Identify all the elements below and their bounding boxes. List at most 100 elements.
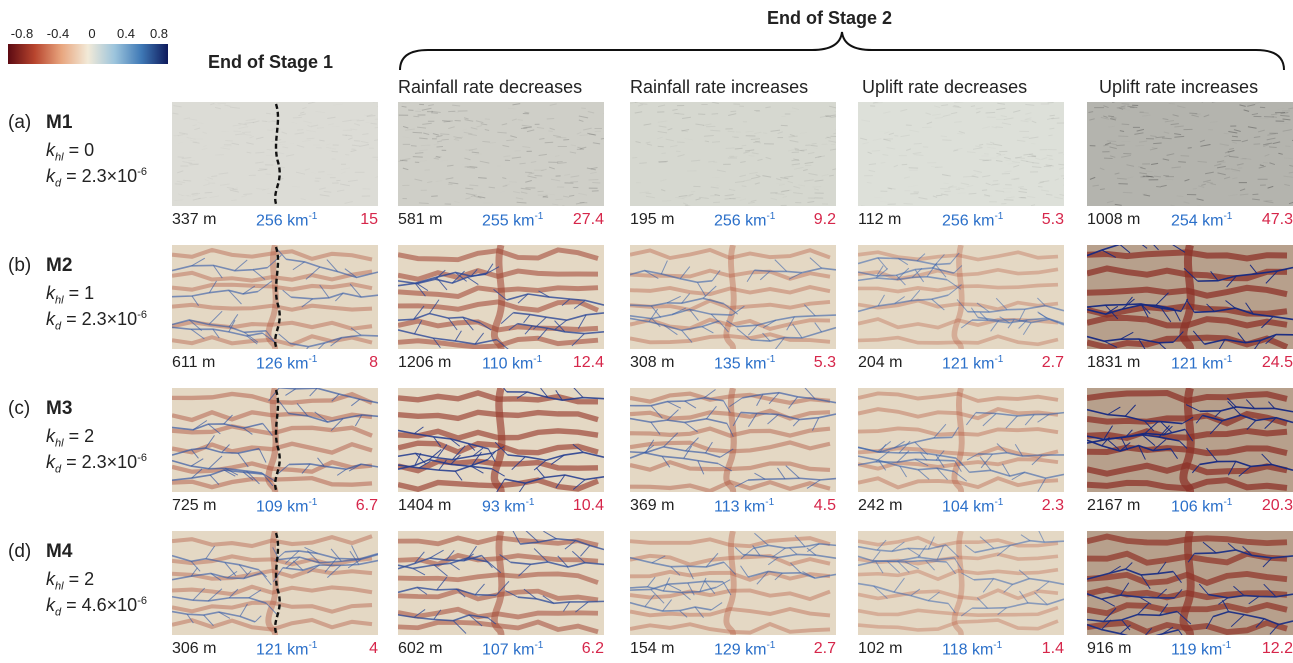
relief-value: 611 m [172, 354, 216, 371]
landscape-panel [1087, 245, 1293, 349]
relief-value: 308 m [630, 354, 675, 371]
drainage-density-value: 254 km-1 [1171, 211, 1232, 230]
density-exponent: -1 [534, 640, 544, 651]
density-number: 254 km [1171, 212, 1224, 230]
param-exponent: -6 [137, 309, 147, 321]
ratio-value: 5.3 [813, 354, 836, 371]
param-subscript: d [55, 177, 62, 190]
drainage-density-value: 135 km-1 [714, 354, 775, 373]
row-model-name: M3 [46, 398, 73, 419]
row-model-name: M1 [46, 112, 73, 133]
density-number: 121 km [256, 641, 309, 659]
density-number: 118 km [942, 641, 994, 659]
param-symbol: k [46, 569, 55, 589]
drainage-density-value: 129 km-1 [714, 640, 775, 659]
relief-value: 195 m [630, 211, 675, 228]
param-symbol: k [46, 283, 55, 303]
colorbar-tick: 0 [88, 26, 96, 41]
ratio-value: 10.4 [572, 497, 604, 514]
param-subscript: d [55, 320, 62, 333]
landscape-map [398, 531, 604, 635]
row-letter: (d) [8, 541, 32, 562]
param-symbol: k [46, 166, 55, 186]
relief-value: 725 m [172, 497, 217, 514]
landscape-panel [858, 531, 1064, 635]
drainage-divide-line [273, 532, 281, 634]
drainage-density-value: 106 km-1 [1171, 497, 1232, 516]
landscape-panel [1087, 102, 1293, 206]
density-exponent: -1 [308, 497, 318, 508]
ratio-value: 5.3 [1041, 211, 1064, 228]
relief-value: 602 m [398, 640, 443, 657]
param-exponent: -6 [137, 166, 147, 178]
ratio-value: 6.7 [355, 497, 378, 514]
landscape-map [1087, 102, 1293, 206]
ratio-value: 9.2 [813, 211, 836, 228]
ratio-value: 8 [369, 354, 378, 371]
density-number: 256 km [714, 212, 767, 230]
relief-value: 242 m [858, 497, 903, 514]
param-symbol: k [46, 426, 55, 446]
landscape-map [858, 245, 1064, 349]
density-number: 126 km [256, 355, 309, 373]
relief-value: 112 m [858, 211, 902, 228]
density-exponent: -1 [994, 354, 1004, 365]
drainage-density-value: 104 km-1 [942, 497, 1003, 516]
density-exponent: -1 [993, 640, 1003, 651]
colorbar-tick: -0.8 [10, 26, 34, 41]
param-value: = 0 [63, 140, 95, 160]
relief-value: 369 m [630, 497, 675, 514]
ratio-value: 24.5 [1261, 354, 1293, 371]
density-exponent: -1 [765, 497, 775, 508]
drainage-divide-line [273, 103, 281, 205]
relief-value: 2167 m [1087, 497, 1141, 514]
density-number: 107 km [482, 641, 535, 659]
param-value: = 2 [63, 426, 95, 446]
param-exponent: -6 [137, 452, 147, 464]
row-letter: (c) [8, 398, 31, 419]
density-number: 106 km [1171, 498, 1224, 516]
density-exponent: -1 [994, 497, 1004, 508]
landscape-map [398, 245, 604, 349]
landscape-map [172, 531, 378, 635]
density-number: 110 km [482, 355, 534, 373]
relief-value: 306 m [172, 640, 217, 657]
colorbar-tick: 0.4 [116, 26, 136, 41]
density-exponent: -1 [766, 211, 776, 222]
landscape-panel [172, 102, 378, 206]
landscape-panel [398, 102, 604, 206]
drainage-density-value: 121 km-1 [942, 354, 1003, 373]
drainage-density-value: 110 km-1 [482, 354, 542, 373]
density-number: 255 km [482, 212, 535, 230]
landscape-panel [630, 388, 836, 492]
row-model-name: M4 [46, 541, 73, 562]
density-exponent: -1 [1223, 354, 1233, 365]
landscape-map [1087, 245, 1293, 349]
param-value: = 2.3×10 [61, 166, 138, 186]
drainage-density-value: 255 km-1 [482, 211, 543, 230]
landscape-map [858, 388, 1064, 492]
column-title-uplift-decreases: Uplift rate decreases [862, 77, 1028, 97]
landscape-panel [858, 102, 1064, 206]
drainage-density-value: 256 km-1 [942, 211, 1003, 230]
landscape-map [398, 102, 604, 206]
ratio-value: 12.2 [1261, 640, 1293, 657]
relief-value: 916 m [1087, 640, 1132, 657]
ratio-value: 20.3 [1261, 497, 1293, 514]
density-number: 104 km [942, 498, 995, 516]
param-symbol: k [46, 452, 55, 472]
landscape-map [1087, 388, 1293, 492]
param-khl: khl = 2 [46, 426, 94, 450]
density-exponent: -1 [533, 354, 543, 365]
density-number: 135 km [714, 355, 767, 373]
density-number: 256 km [256, 212, 309, 230]
stage1-title: End of Stage 1 [208, 52, 334, 72]
drainage-density-value: 256 km-1 [714, 211, 775, 230]
landscape-map [398, 388, 604, 492]
relief-value: 581 m [398, 211, 443, 228]
ratio-value: 27.4 [572, 211, 604, 228]
ratio-value: 2.7 [813, 640, 836, 657]
param-kd: kd = 4.6×10-6 [46, 595, 147, 619]
landscape-panel [172, 245, 378, 349]
relief-value: 1831 m [1087, 354, 1141, 371]
